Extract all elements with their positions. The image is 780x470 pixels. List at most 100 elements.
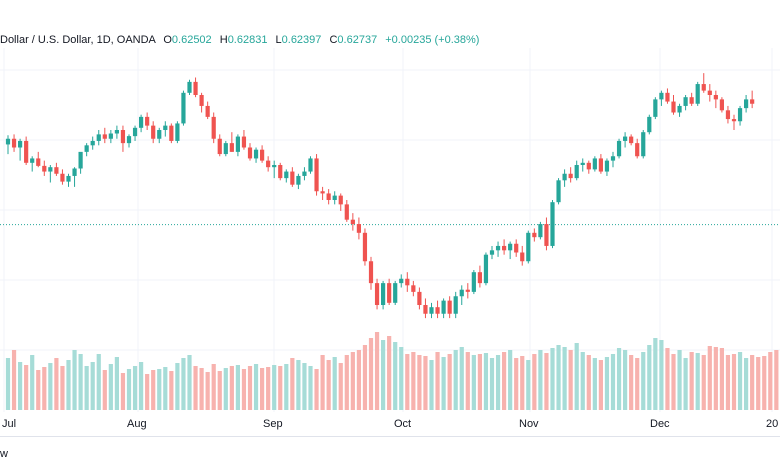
volume-bar [508,350,513,410]
volume-bar [465,352,470,410]
volume-bar [151,370,156,410]
volume-bar [653,338,658,410]
volume-bar [187,355,192,410]
volume-bar [5,358,11,410]
candle-body [689,97,694,104]
candle-body [707,90,712,95]
candle-body [24,140,29,163]
candle-body [653,99,658,117]
candle-body [5,138,11,145]
volume-bar [284,364,289,410]
volume-bar [489,358,495,410]
candle-body [90,140,95,146]
candle-body [368,261,374,284]
volume-bar [562,347,567,410]
candle-body [362,232,368,262]
candle-body [532,232,537,238]
candle-body [60,173,65,182]
candle-body [193,81,198,95]
volume-bar [126,369,132,410]
candle-body [84,145,89,152]
volume-bar [532,354,537,410]
x-tick-label: Oct [394,418,412,430]
volume-bar [725,355,731,410]
volume-bar [526,360,531,410]
high-value: 0.62831 [227,34,268,46]
candle-body [78,151,83,169]
candles [5,73,755,319]
x-tick-label: Aug [127,418,147,430]
volume-bar [610,354,616,410]
volume-bar [344,355,349,410]
candle-body [102,134,107,139]
candle-body [181,92,186,124]
x-tick-label: Nov [519,418,539,430]
close-label: C [329,34,338,46]
candle-body [701,84,706,91]
candle-body [495,245,501,251]
candle-body [374,283,380,305]
volume-bar [574,343,579,410]
volume-bar [701,355,706,410]
volume-bar [471,355,476,410]
volume-bar [290,358,295,410]
volume-bar [84,366,89,410]
candle-body [677,105,682,113]
candle-body [550,202,555,246]
volume-bar [108,364,113,410]
volume-bar [181,358,186,410]
volume-bar [544,353,549,410]
volume-bar [598,360,603,410]
candle-body [387,283,392,303]
volume-bar [774,350,779,410]
candle-body [132,127,138,137]
volume-bar [205,372,210,410]
x-tick-label: Dec [650,418,670,430]
candle-body [163,125,168,130]
volume-bar [707,346,712,410]
volume-bar [441,357,446,410]
candle-body [217,138,222,155]
candle-body [592,158,597,170]
grid-lines [0,48,780,412]
volume-bar [483,353,489,410]
volume-bar [54,358,59,410]
candle-body [350,219,355,225]
candle-body [187,81,192,93]
volume-bar [253,364,259,410]
volume-bar [387,336,392,410]
volume-bar [120,373,126,410]
candle-body [30,158,35,163]
candle-body [719,99,724,111]
volume-bar [689,352,694,410]
volume-bar [737,352,743,410]
candle-body [713,95,718,100]
candle-body [320,191,325,194]
candle-body [502,245,507,251]
volume-bar [308,366,313,410]
volume-bar [320,355,325,410]
low-value: 0.62397 [281,34,322,46]
volume-bar [556,345,561,410]
volume-bar [163,367,168,410]
volume-bar [756,357,761,410]
chart-legend: Dollar / U.S. Dollar, 1D, OANDA O0.62502… [0,32,479,48]
candle-body [72,168,77,176]
candle-body [683,97,688,106]
candle-body [465,289,470,292]
volume-bar [24,365,29,410]
candle-body [66,175,71,182]
x-tick-label: Sep [263,418,283,430]
volume-bar [326,360,331,410]
candle-body [562,173,567,181]
candle-body [205,105,210,117]
volume-bar [175,363,180,410]
volume-bar [671,354,676,410]
volume-bar [266,367,271,410]
volume-bar [102,370,107,410]
candle-body [544,224,549,246]
candle-body [514,243,519,253]
volume-bar [241,369,247,410]
candle-body [610,156,616,161]
